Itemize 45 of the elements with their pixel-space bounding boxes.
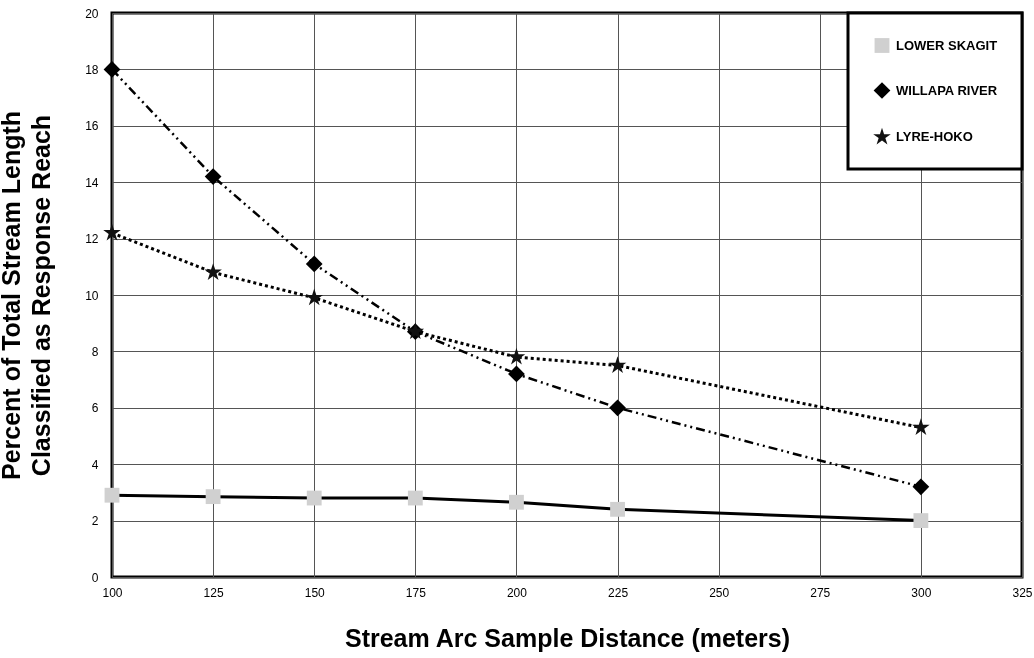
legend-label: LYRE-HOKO — [896, 129, 973, 144]
y-tick-label: 14 — [85, 175, 99, 190]
y-tick-label: 0 — [91, 570, 99, 585]
point — [103, 61, 121, 78]
point — [204, 263, 222, 280]
point — [104, 487, 120, 503]
x-tick-label: 100 — [102, 585, 123, 600]
point — [913, 513, 929, 529]
point — [205, 489, 221, 505]
y-tick-label: 4 — [91, 457, 99, 472]
point — [608, 356, 627, 373]
point — [912, 478, 930, 496]
point — [103, 223, 121, 241]
y-tick-label: 18 — [85, 62, 99, 77]
point — [305, 288, 323, 306]
x-tick-label: 200 — [506, 585, 528, 600]
point — [306, 490, 322, 506]
y-tick-label: 20 — [85, 6, 99, 21]
point — [305, 255, 323, 273]
y-tick-label: 10 — [85, 288, 99, 303]
x-tick-label: 325 — [1012, 585, 1033, 600]
x-axis-title: Stream Arc Sample Distance (meters) — [344, 623, 791, 652]
y-tick-label: 6 — [91, 401, 99, 416]
point — [610, 501, 625, 517]
point — [912, 418, 930, 435]
legend-label: LOWER SKAGIT — [896, 37, 998, 53]
x-tick-label: 300 — [911, 585, 932, 600]
legend-label: WILLAPA RIVER — [896, 82, 998, 98]
x-tick-label: 125 — [203, 585, 224, 600]
x-tick-label: 275 — [810, 585, 831, 600]
point — [204, 168, 222, 185]
y-tick-label: 16 — [85, 119, 99, 134]
x-tick-label: 250 — [709, 585, 730, 600]
point — [609, 399, 626, 417]
y-tick-label: 12 — [85, 232, 99, 247]
x-tick-label: 225 — [608, 585, 629, 600]
point — [407, 490, 423, 506]
y-tick-label: 2 — [91, 514, 99, 529]
point — [508, 365, 525, 383]
x-tick-label: 175 — [405, 585, 427, 600]
point — [507, 347, 526, 365]
y-tick-label: 8 — [91, 344, 99, 359]
point — [509, 494, 524, 510]
x-tick-label: 150 — [304, 585, 326, 600]
y-axis-title: Percent of Total Stream Length Classified as Response Reach — [0, 110, 56, 481]
